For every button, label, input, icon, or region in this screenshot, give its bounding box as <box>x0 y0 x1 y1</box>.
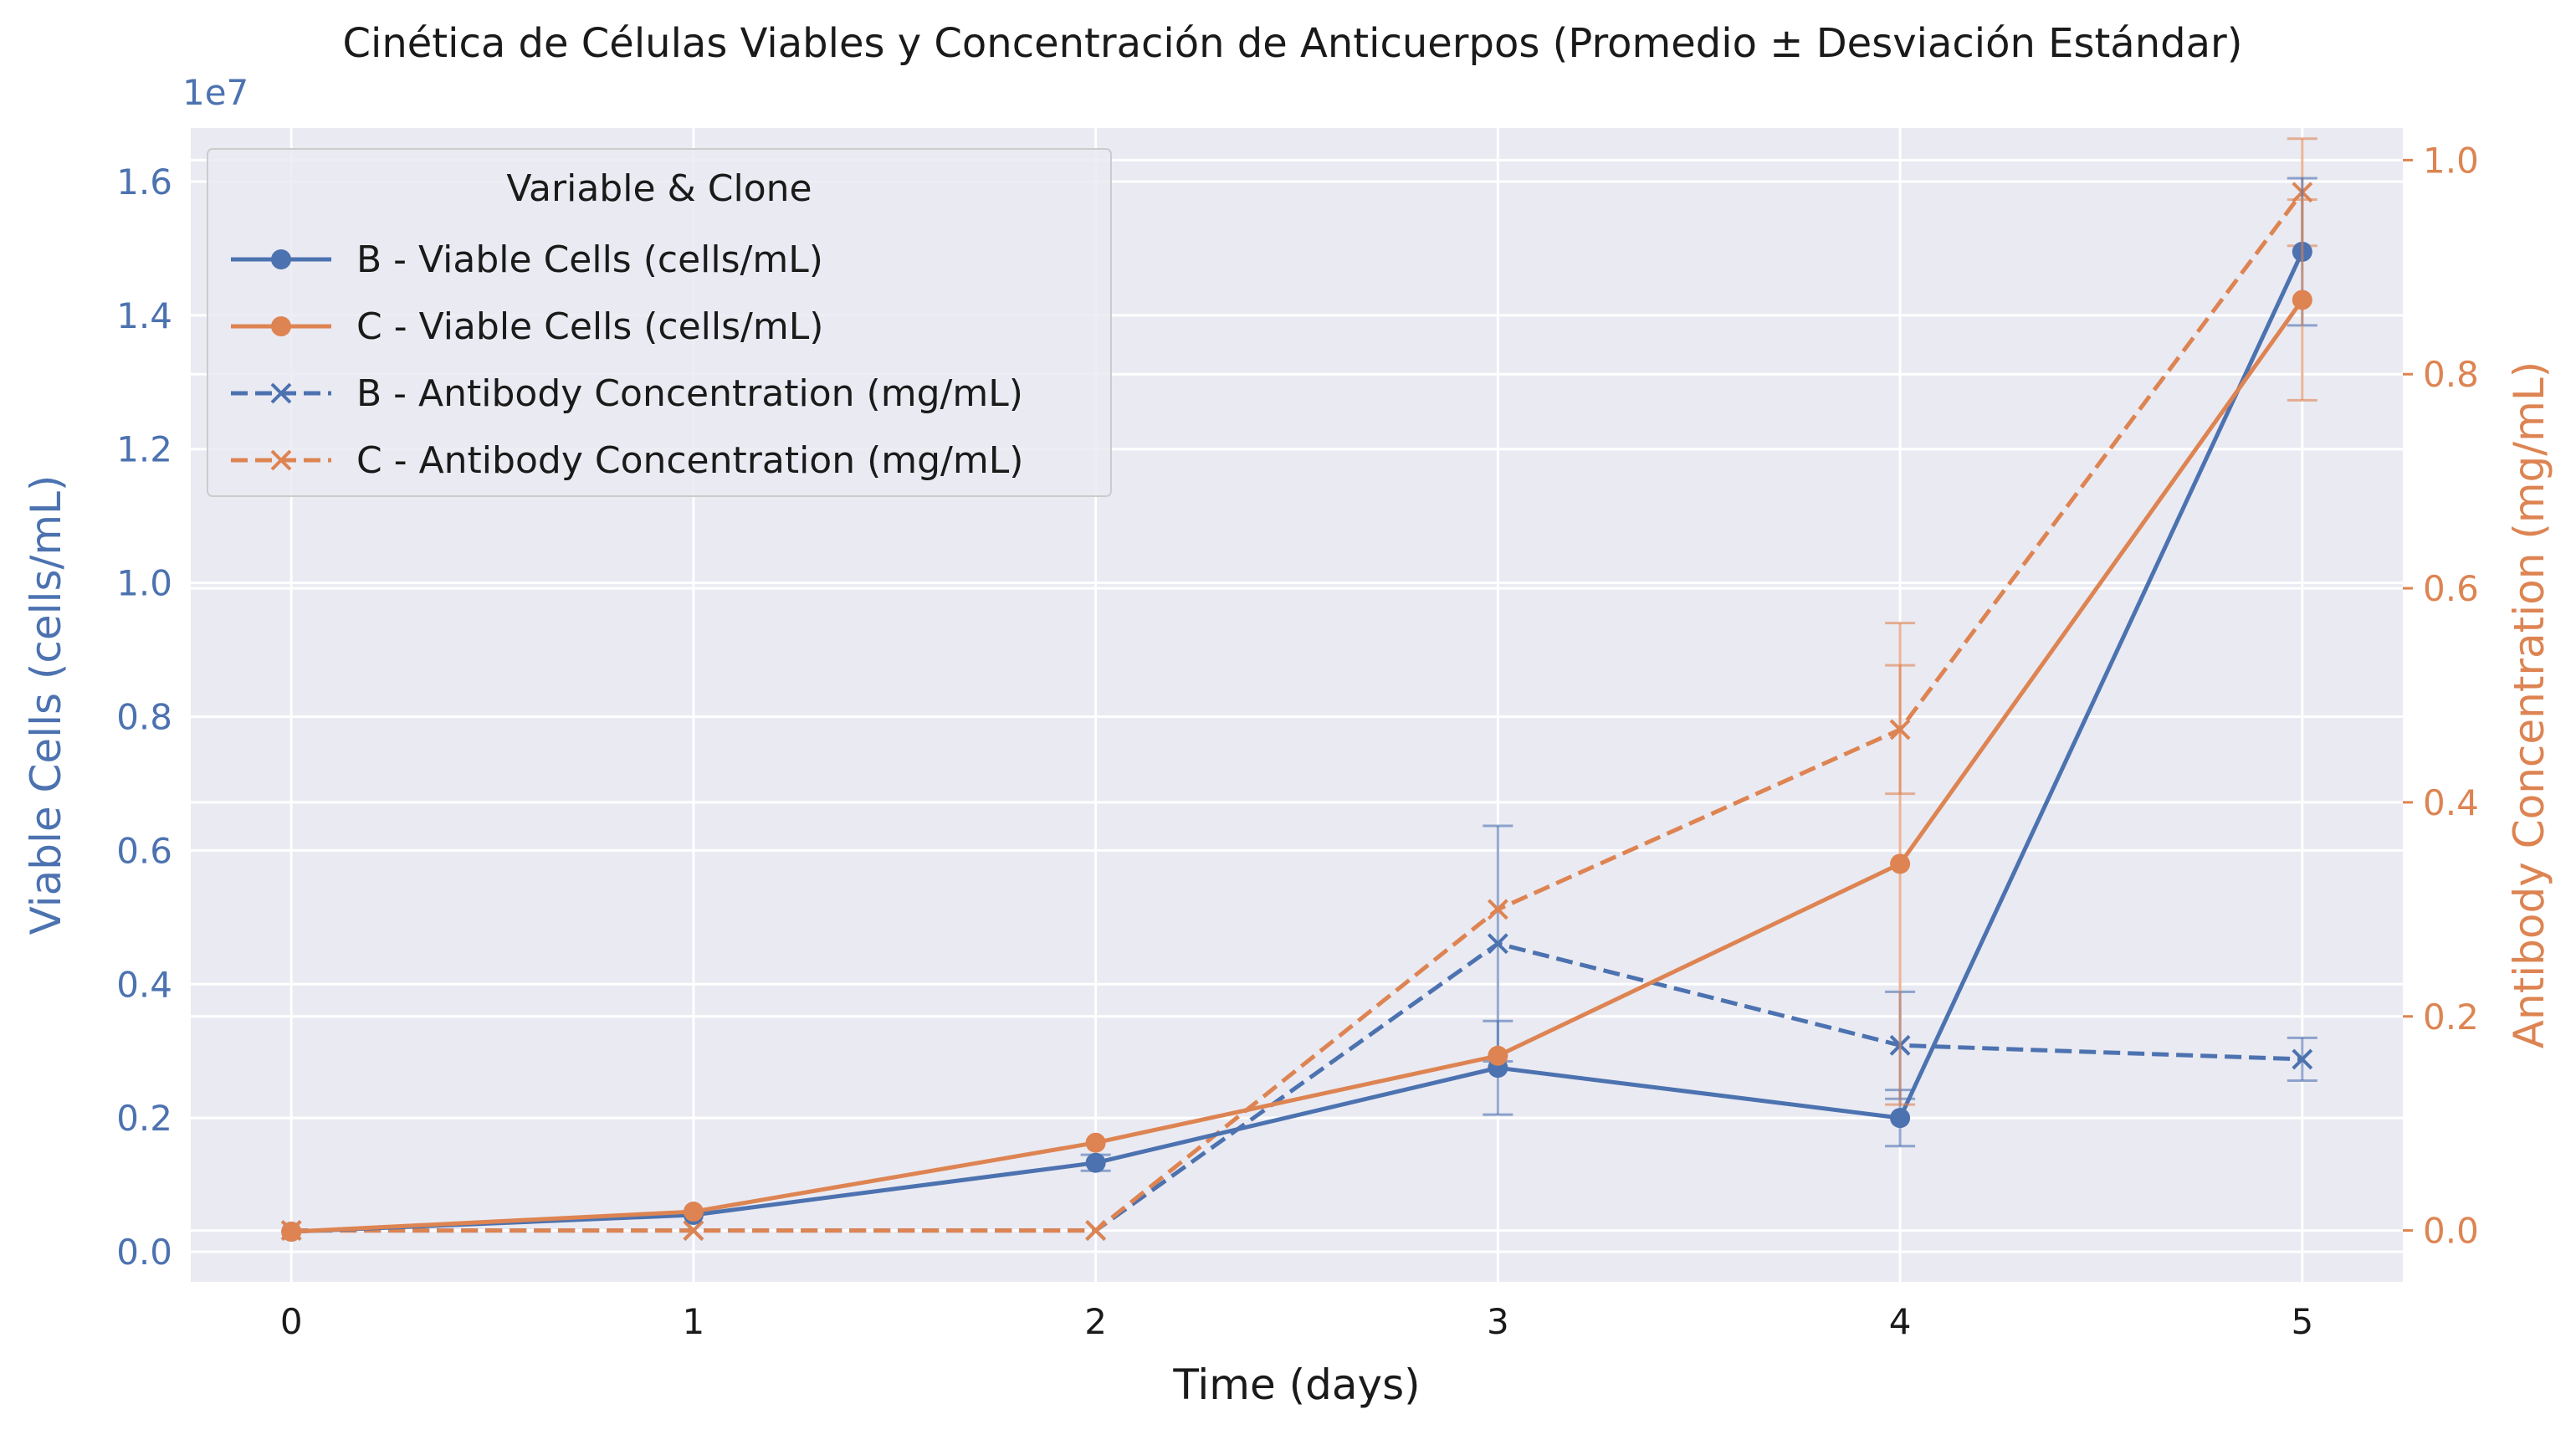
y-left-tick-label: 1.4 <box>116 295 172 336</box>
legend-title: Variable & Clone <box>506 167 812 210</box>
data-point <box>1085 1220 1107 1242</box>
y-left-tick-label: 0.2 <box>116 1098 172 1139</box>
x-tick-label: 5 <box>2291 1301 2313 1342</box>
series <box>280 137 2317 1243</box>
data-point <box>1890 1108 1911 1129</box>
x-tick-label: 2 <box>1084 1301 1107 1342</box>
data-point <box>683 1220 704 1242</box>
series-line <box>291 191 2304 1233</box>
y-left-tick-label: 1.6 <box>116 161 172 202</box>
x-tick-label: 3 <box>1487 1301 1509 1342</box>
left-axis-offset-label: 1e7 <box>182 72 248 113</box>
data-point <box>683 1202 704 1222</box>
data-point <box>1488 1045 1508 1066</box>
x-tick-label: 4 <box>1889 1301 1912 1342</box>
y-right-tick-label: 0.6 <box>2423 568 2479 609</box>
data-point <box>1085 1132 1106 1153</box>
legend-entry-label: C - Viable Cells (cells/mL) <box>356 305 823 348</box>
y-left-tick-label: 0.4 <box>116 964 172 1005</box>
data-point <box>1487 899 1508 920</box>
y-axis-left-label: Viable Cells (cells/mL) <box>22 475 70 935</box>
y-left-tick-label: 1.0 <box>116 563 172 604</box>
data-point <box>2292 290 2312 310</box>
chart-title: Cinética de Células Viables y Concentrac… <box>343 20 2243 67</box>
x-tick-label: 1 <box>683 1301 705 1342</box>
legend: Variable & Clone B - Viable Cells (cells/… <box>207 148 1112 497</box>
x-tick-label: 0 <box>280 1301 303 1342</box>
legend-box <box>207 148 1112 497</box>
legend-entry-label: B - Viable Cells (cells/mL) <box>356 238 823 281</box>
data-point <box>1487 933 1508 955</box>
y-left-tick-label: 1.2 <box>116 429 172 470</box>
y-axis-right-label: Antibody Concentration (mg/mL) <box>2505 361 2553 1048</box>
series-line <box>291 250 2305 1234</box>
series-line <box>291 941 2302 1233</box>
legend-entry-label: B - Antibody Concentration (mg/mL) <box>356 372 1023 415</box>
legend-swatch-marker <box>270 382 292 404</box>
axis-ticks: 0 1 2 3 4 5 0.0 0.2 0.4 0.6 0.8 1.0 1.2 1.4 1.6 0.0 0.2 0… <box>116 140 2479 1342</box>
y-right-tick-label: 0.4 <box>2423 782 2479 823</box>
legend-swatch-marker <box>270 449 292 471</box>
data-point <box>2292 1048 2313 1070</box>
y-right-tick-label: 0.0 <box>2423 1211 2479 1252</box>
data-point <box>281 1222 302 1243</box>
y-left-tick-label: 0.6 <box>116 830 172 871</box>
y-right-tick-label: 0.2 <box>2423 997 2479 1038</box>
y-right-tick-label: 0.8 <box>2423 354 2479 395</box>
y-left-tick-label: 0.0 <box>116 1232 172 1273</box>
x-axis-label: Time (days) <box>1172 1361 1420 1409</box>
legend-entry-label: C - Antibody Concentration (mg/mL) <box>356 439 1023 482</box>
series-line <box>291 298 2304 1234</box>
legend-swatch-marker <box>271 316 291 336</box>
data-point <box>1085 1152 1106 1173</box>
y-right-tick-label: 1.0 <box>2423 140 2479 181</box>
y-left-tick-label: 0.8 <box>116 696 172 737</box>
legend-swatch-marker <box>271 249 291 269</box>
series-1 <box>281 198 2317 1243</box>
data-point <box>1890 853 1911 874</box>
